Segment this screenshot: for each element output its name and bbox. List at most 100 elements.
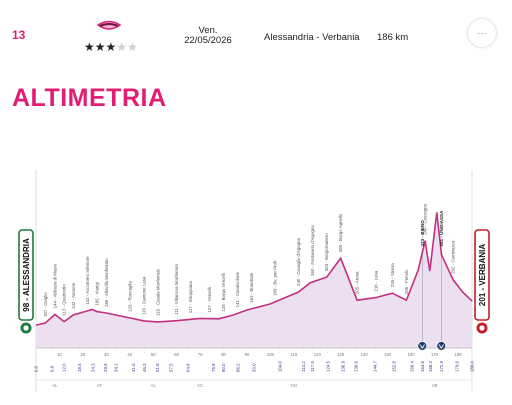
star-filled-icon: ★ xyxy=(84,40,95,54)
place-label: 111 - Villanova Monferrato xyxy=(174,263,179,314)
place-label: 304 - Borgomanero xyxy=(324,233,329,271)
start-label: 98 - ALESSANDRIA xyxy=(22,238,31,312)
axis-number: 70 xyxy=(198,352,203,357)
place-label: 189 - Bv. per Proh xyxy=(273,260,278,296)
axis-number: 30 xyxy=(104,352,109,357)
difficulty-eye-icon xyxy=(96,20,122,30)
place-label: 385 - Borgo Agnello xyxy=(338,213,343,252)
place-label: 165 - Viarigi xyxy=(94,282,99,305)
finish-flag-inner-icon xyxy=(479,325,485,331)
stage-weekday: Ven. xyxy=(198,25,218,36)
km-tick-label: 104.0 xyxy=(277,360,282,372)
place-label: 142 - Annone xyxy=(71,282,76,309)
axis-number: 80 xyxy=(221,352,226,357)
place-label: 240 - Cavaglio d'Agogna xyxy=(296,237,301,286)
km-tick-label: 124.5 xyxy=(325,360,330,372)
axis-number: 10 xyxy=(57,352,62,357)
stage-header: 13 ★★★★★ Ven. 22/05/2026 Alessandria - V… xyxy=(0,0,512,70)
place-label: 129 - Roncaglia xyxy=(127,281,132,312)
place-label: 260 - Fontaneto d'Agogna xyxy=(310,225,315,276)
place-label: 144 - Abbazia di Masio xyxy=(52,263,57,308)
place-label: 116 - Casale Monferrato xyxy=(155,268,160,316)
star-empty-icon: ★ xyxy=(127,40,138,54)
km-tick-label: 24.3 xyxy=(91,363,96,372)
finish-label: 201 - VERBANIA xyxy=(478,244,487,306)
place-label: 116 - Cantone Lasa xyxy=(141,276,146,315)
km-tick-label: 18.5 xyxy=(77,363,82,372)
stage-distance: 186 km xyxy=(377,32,409,43)
km-tick-label: 86.2 xyxy=(236,363,241,372)
place-label: 240 - Cossogno xyxy=(423,203,428,235)
stage-number: 13 xyxy=(12,28,26,42)
km-tick-label: 114.2 xyxy=(301,361,306,372)
place-label: 142 - Accornero Inferiore xyxy=(85,256,90,305)
km-tick-label: 144.7 xyxy=(373,360,378,372)
km-tick-label: 130.9 xyxy=(340,360,345,372)
axis-number: 110 xyxy=(291,352,298,357)
axis-number: 50 xyxy=(151,352,156,357)
more-options-button[interactable]: ··· xyxy=(467,18,497,48)
gpm-badge-icon xyxy=(417,341,428,351)
km-tick-label: 46.3 xyxy=(142,363,147,372)
km-tick-label: 164.8 xyxy=(420,360,425,372)
place-label: 113 - Quattordio xyxy=(62,284,67,316)
elevation-area xyxy=(36,212,472,348)
km-tick-label: 57.5 xyxy=(168,363,173,372)
gpm-label: 581 - UNGIASSA xyxy=(439,210,444,247)
start-label-box xyxy=(18,229,34,321)
km-tick-label: 93.0 xyxy=(252,363,257,372)
km-tick-label: 29.6 xyxy=(103,363,108,372)
axis-number: 160 xyxy=(408,352,416,357)
axis-number: 100 xyxy=(267,352,275,357)
stage-date: Ven. 22/05/2026 xyxy=(178,26,238,46)
region-label: AL xyxy=(151,383,157,388)
region-label: NO xyxy=(291,383,298,388)
axis-number: 60 xyxy=(174,352,179,357)
km-tick-label: 6.8 xyxy=(49,365,54,372)
start-finish-labels: 98 - ALESSANDRIA 201 - VERBANIA xyxy=(18,229,490,334)
place-label: 107 - Oviglio xyxy=(43,292,48,317)
start-flag-inner-icon xyxy=(23,325,29,331)
altimetry-profile: 107 - Oviglio 144 - Abbazia di Masio 113 -… xyxy=(0,160,512,405)
star-filled-icon: ★ xyxy=(94,40,106,54)
finish-label-box xyxy=(474,229,490,321)
place-label: 216 - Lesa xyxy=(373,270,378,291)
km-tick-label: 186.0 xyxy=(470,360,475,372)
place-label: 163 - Biandrate xyxy=(249,272,254,303)
km-tick-label: 80.0 xyxy=(221,363,226,372)
region-label: AT xyxy=(97,383,103,388)
region-label: VB xyxy=(432,383,438,388)
more-dots-icon: ··· xyxy=(477,28,487,38)
place-label: 235 - Stresa xyxy=(390,263,395,287)
km-tick-label: 168.2 xyxy=(428,360,433,372)
place-labels: 107 - Oviglio 144 - Abbazia di Masio 113 -… xyxy=(43,203,456,317)
gpm-label: 333 - BIENO xyxy=(420,220,425,247)
place-label: 156 - Altavilla Monferrato xyxy=(104,258,109,307)
km-tick-label: 160.4 xyxy=(410,360,415,372)
place-label: 205 - Arona xyxy=(355,271,360,294)
star-filled-icon: ★ xyxy=(105,40,117,54)
axis-number: 170 xyxy=(431,352,439,357)
place-label: 205 - Feriolo xyxy=(404,269,409,294)
place-label: 127 - Vercelli xyxy=(207,287,212,312)
stage-route: Alessandria - Verbania xyxy=(264,32,360,43)
axis-number: 140 xyxy=(361,352,369,357)
km-tick-label: 51.8 xyxy=(155,363,160,372)
km-axis: 10 20 30 40 50 60 70 80 90 100 110 120 130 140 150 160 1… xyxy=(34,347,475,388)
km-tick-label: 75.8 xyxy=(211,363,216,372)
axis-number: 120 xyxy=(314,352,322,357)
km-tick-label: 152.8 xyxy=(392,360,397,372)
star-empty-icon: ★ xyxy=(116,40,128,54)
place-label: 125 - Borgo Vercelli xyxy=(221,273,226,311)
place-label: 292 - Cambiasca xyxy=(451,240,456,274)
stage-date-value: 22/05/2026 xyxy=(184,35,232,46)
place-label: 141 - Casalvolone xyxy=(235,271,240,307)
km-tick-label: 12.0 xyxy=(62,363,67,372)
km-tick-label: 136.6 xyxy=(354,360,359,372)
difficulty-stars: ★★★★★ xyxy=(84,40,138,54)
region-label: VC xyxy=(197,383,203,388)
km-tick-label: 172.9 xyxy=(439,360,444,372)
axis-number: 40 xyxy=(127,352,132,357)
km-tick-label: 34.1 xyxy=(113,363,118,372)
axis-number: 150 xyxy=(384,352,392,357)
